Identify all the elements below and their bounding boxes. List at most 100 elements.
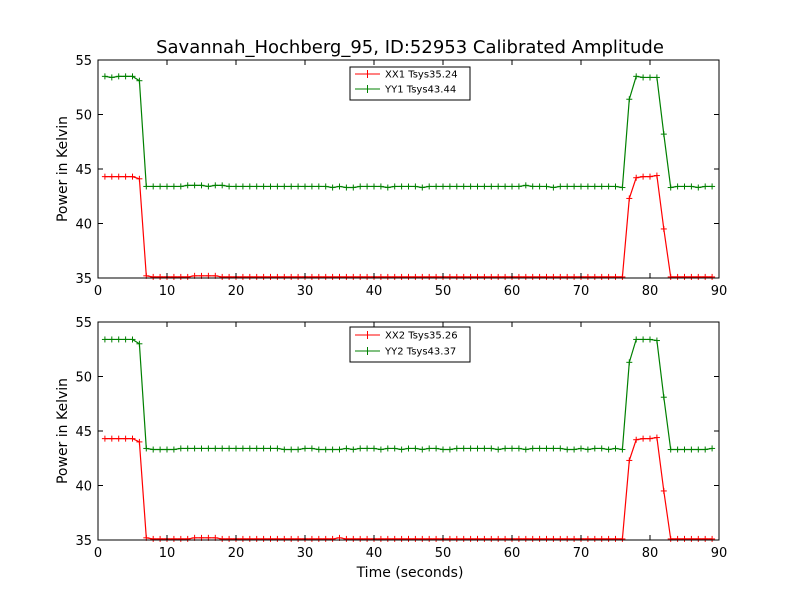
data-point	[557, 273, 564, 280]
chart-title: Savannah_Hochberg_95, ID:52953 Calibrate…	[156, 37, 664, 58]
data-point	[246, 445, 253, 452]
data-point	[239, 445, 246, 452]
data-point	[219, 445, 226, 452]
data-point	[440, 446, 446, 453]
data-point	[184, 445, 191, 452]
data-point	[267, 273, 274, 280]
data-point	[129, 336, 136, 343]
data-point	[612, 183, 619, 190]
data-point	[357, 445, 364, 452]
data-point	[453, 535, 460, 542]
data-point	[509, 183, 515, 190]
data-point	[674, 183, 681, 190]
data-point	[419, 446, 426, 453]
legend-box-2	[349, 326, 471, 363]
data-point	[647, 74, 653, 81]
data-point	[364, 273, 371, 280]
data-point	[709, 273, 716, 280]
data-point	[246, 183, 253, 190]
x-tick-label: 80	[642, 546, 659, 561]
data-point	[198, 445, 205, 452]
data-point	[564, 183, 571, 190]
data-point	[371, 445, 377, 452]
data-point	[605, 535, 612, 542]
data-point	[426, 445, 433, 452]
data-point	[212, 445, 219, 452]
data-point	[239, 273, 246, 280]
data-point	[481, 183, 488, 190]
data-point	[308, 445, 315, 452]
data-point	[426, 273, 433, 280]
data-point	[440, 183, 446, 190]
data-point	[329, 273, 336, 280]
data-point	[419, 273, 426, 280]
data-point	[398, 183, 405, 190]
data-point	[605, 183, 612, 190]
data-point	[150, 535, 157, 542]
x-tick-label: 10	[159, 546, 176, 561]
data-point	[433, 273, 440, 280]
data-point	[709, 445, 716, 452]
data-point	[481, 445, 488, 452]
data-point	[336, 446, 343, 453]
data-point	[467, 445, 474, 452]
data-point	[640, 173, 647, 180]
data-point	[515, 273, 522, 280]
data-point	[260, 183, 267, 190]
data-point	[398, 446, 405, 453]
data-point	[509, 445, 515, 452]
data-point	[681, 273, 688, 280]
data-point	[115, 336, 122, 343]
data-point	[481, 273, 488, 280]
data-point	[536, 535, 543, 542]
data-point	[515, 535, 522, 542]
y-tick-label: 55	[75, 316, 92, 331]
data-point	[281, 535, 288, 542]
x-tick-label: 60	[504, 284, 521, 299]
data-point	[233, 183, 239, 190]
data-point	[164, 183, 170, 190]
x-tick-label: 60	[504, 546, 521, 561]
data-point	[350, 446, 357, 453]
data-point	[322, 273, 329, 280]
legend-1: XX1 Tsys35.24 YY1 Tsys43.44	[349, 66, 471, 101]
data-point	[170, 273, 177, 280]
data-point	[295, 535, 302, 542]
data-point	[184, 535, 191, 542]
data-point	[598, 183, 605, 190]
data-point	[647, 435, 653, 442]
data-point	[536, 183, 543, 190]
data-point	[343, 535, 350, 542]
data-point	[170, 535, 177, 542]
data-point	[674, 273, 681, 280]
x-tick-label: 40	[366, 546, 383, 561]
data-point	[267, 183, 274, 190]
data-point	[495, 446, 502, 453]
data-point	[136, 175, 143, 182]
data-point	[695, 446, 702, 453]
data-point	[522, 273, 529, 280]
data-point	[288, 535, 295, 542]
data-point	[281, 183, 288, 190]
data-point	[529, 273, 536, 280]
data-point	[364, 445, 371, 452]
data-point	[543, 445, 550, 452]
plot-panel-2: Power in Kelvin 0 10 20 30 40 50 60 70 80 90 35 40 4…	[55, 316, 727, 581]
data-point	[550, 273, 557, 280]
x-tick-label: 0	[94, 284, 102, 299]
data-point	[467, 183, 474, 190]
legend-label-yy1: YY1 Tsys43.44	[384, 85, 456, 96]
data-point	[460, 273, 467, 280]
data-point	[295, 183, 302, 190]
data-point	[647, 173, 653, 180]
data-point	[384, 273, 391, 280]
data-point	[157, 183, 164, 190]
data-point	[522, 182, 529, 189]
data-point	[226, 183, 233, 190]
data-point	[481, 535, 488, 542]
data-point	[115, 73, 122, 80]
data-point	[543, 535, 550, 542]
data-point	[412, 183, 419, 190]
data-point	[709, 183, 716, 190]
